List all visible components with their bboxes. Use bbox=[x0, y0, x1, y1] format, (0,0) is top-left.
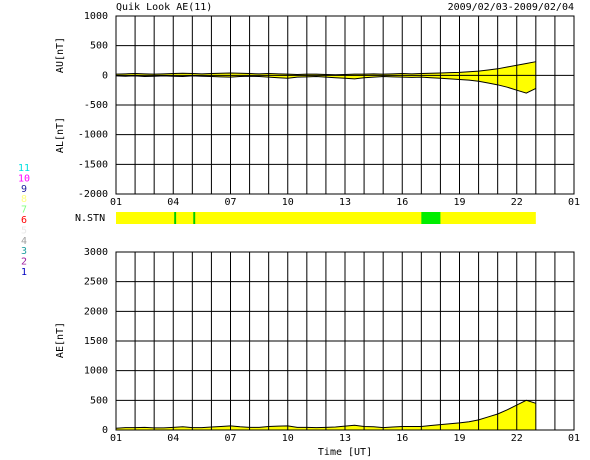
area-fill bbox=[116, 400, 536, 430]
date-range: 2009/02/03-2009/02/04 bbox=[448, 2, 574, 13]
x-tick-label: 13 bbox=[339, 433, 351, 444]
x-tick-label: 22 bbox=[511, 197, 523, 208]
x-tick-label: 19 bbox=[453, 433, 465, 444]
x-tick-label: 01 bbox=[568, 197, 580, 208]
station-segment bbox=[193, 212, 196, 224]
station-label: N.STN bbox=[75, 213, 105, 224]
x-tick-label: 01 bbox=[568, 433, 580, 444]
x-tick-label: 04 bbox=[167, 197, 179, 208]
legend-entry: 4 bbox=[21, 236, 27, 247]
y-tick-label: 0 bbox=[102, 70, 108, 81]
station-segment bbox=[116, 212, 536, 224]
y-tick-label: -1500 bbox=[78, 159, 108, 170]
legend-entry: 8 bbox=[21, 194, 27, 205]
x-tick-label: 16 bbox=[396, 433, 408, 444]
station-segment bbox=[174, 212, 177, 224]
x-tick-label: 19 bbox=[453, 197, 465, 208]
station-segment bbox=[421, 212, 441, 224]
x-tick-label: 10 bbox=[282, 197, 294, 208]
x-axis-label: Time [UT] bbox=[318, 447, 372, 458]
x-tick-label: 01 bbox=[110, 197, 122, 208]
area-fill bbox=[116, 61, 536, 76]
y-tick-label: 3000 bbox=[84, 247, 108, 258]
y-tick-label: 1000 bbox=[84, 366, 108, 377]
legend-entry: 1 bbox=[21, 267, 27, 278]
y-tick-label: 0 bbox=[102, 425, 108, 436]
legend-entry: 9 bbox=[21, 184, 27, 195]
x-tick-label: 07 bbox=[224, 433, 236, 444]
legend-entry: 11 bbox=[18, 163, 30, 174]
y-axis-label: AL[nT] bbox=[55, 117, 66, 153]
y-tick-label: -1000 bbox=[78, 130, 108, 141]
legend-entry: 2 bbox=[21, 257, 27, 268]
x-tick-label: 10 bbox=[282, 433, 294, 444]
y-tick-label: 2000 bbox=[84, 306, 108, 317]
y-tick-label: -500 bbox=[84, 100, 108, 111]
x-tick-label: 01 bbox=[110, 433, 122, 444]
chart-title: Quik Look AE(11) bbox=[116, 2, 212, 13]
y-tick-label: 500 bbox=[90, 395, 108, 406]
y-axis-label: AU[nT] bbox=[55, 37, 66, 73]
x-tick-label: 22 bbox=[511, 433, 523, 444]
legend-entry: 3 bbox=[21, 246, 27, 257]
y-tick-label: 1000 bbox=[84, 11, 108, 22]
x-tick-label: 13 bbox=[339, 197, 351, 208]
y-tick-label: 500 bbox=[90, 41, 108, 52]
y-tick-label: -2000 bbox=[78, 189, 108, 200]
legend-entry: 10 bbox=[18, 173, 30, 184]
y-tick-label: 1500 bbox=[84, 336, 108, 347]
plot-frame bbox=[115, 251, 575, 431]
area-fill bbox=[116, 75, 536, 94]
legend-entry: 5 bbox=[21, 225, 27, 236]
legend-entry: 7 bbox=[21, 205, 27, 216]
plot-frame bbox=[115, 15, 575, 195]
legend-entry: 6 bbox=[21, 215, 27, 226]
x-tick-label: 04 bbox=[167, 433, 179, 444]
y-tick-label: 2500 bbox=[84, 277, 108, 288]
y-axis-label: AE[nT] bbox=[55, 322, 66, 358]
x-tick-label: 16 bbox=[396, 197, 408, 208]
x-tick-label: 07 bbox=[224, 197, 236, 208]
